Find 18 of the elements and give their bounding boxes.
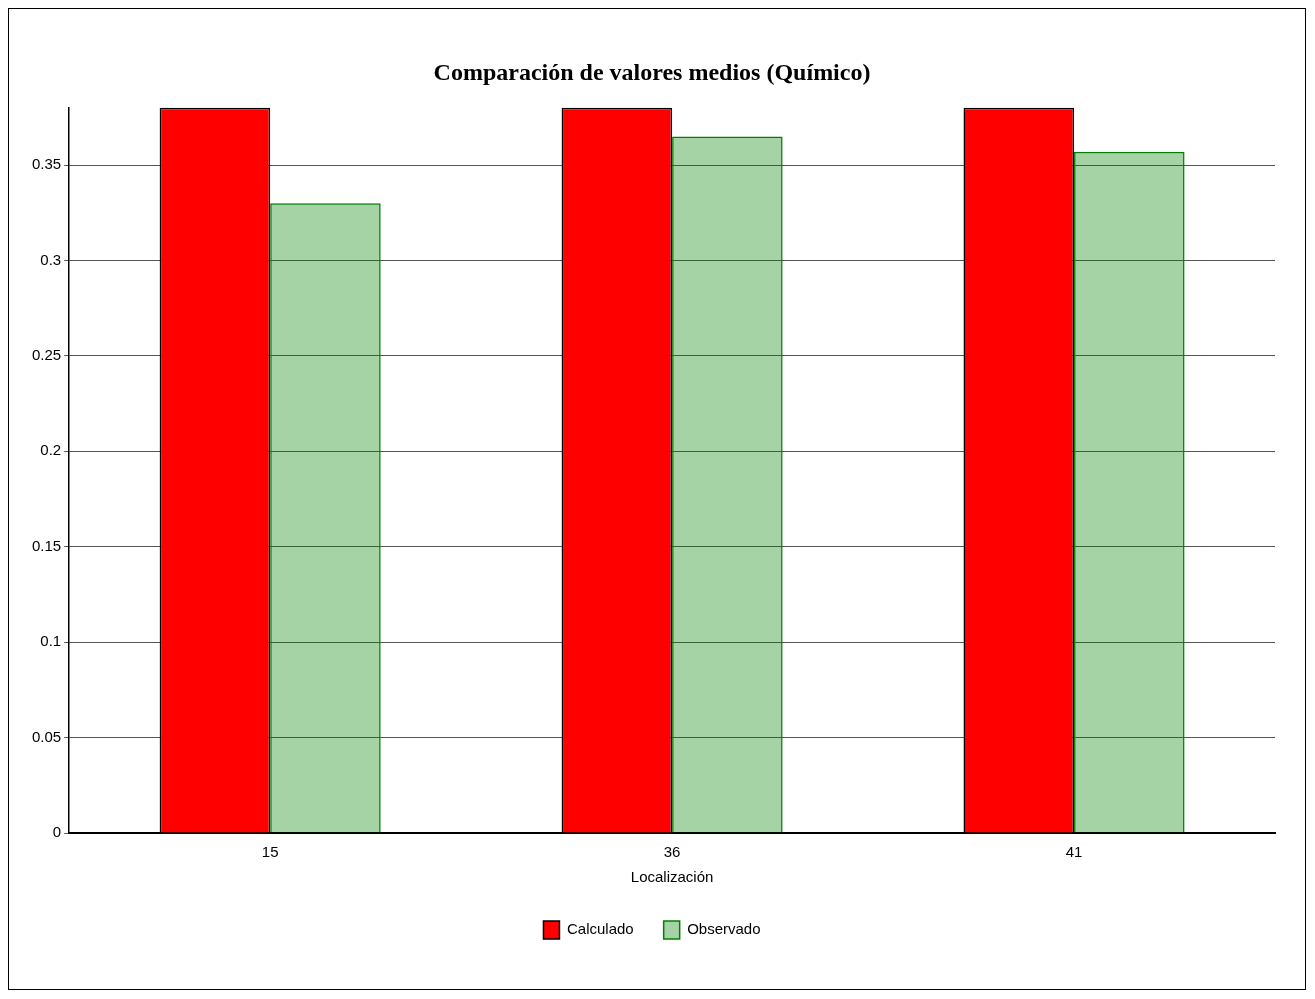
- legend-label: Calculado: [566, 920, 634, 938]
- bar: [271, 204, 380, 833]
- chart-title: Comparación de valores medios (Químico): [433, 58, 871, 85]
- x-tick-label: 36: [663, 843, 681, 861]
- y-tick-label: 0.1: [40, 632, 62, 650]
- y-tick-label: 0.15: [31, 536, 62, 554]
- x-tick-label: 41: [1065, 843, 1083, 861]
- y-tick-label: 0: [52, 823, 62, 841]
- y-tick-label: 0.3: [40, 250, 62, 268]
- y-tick-label: 0.35: [31, 155, 62, 173]
- y-tick-label: 0.05: [31, 727, 62, 745]
- bar: [673, 137, 782, 833]
- x-axis-title: Localización: [630, 868, 714, 886]
- y-tick-label: 0.25: [31, 346, 62, 364]
- legend-label: Observado: [687, 920, 761, 938]
- y-tick-label: 0.2: [40, 441, 62, 459]
- bar: [1074, 151, 1185, 833]
- x-tick-label: 15: [261, 843, 279, 861]
